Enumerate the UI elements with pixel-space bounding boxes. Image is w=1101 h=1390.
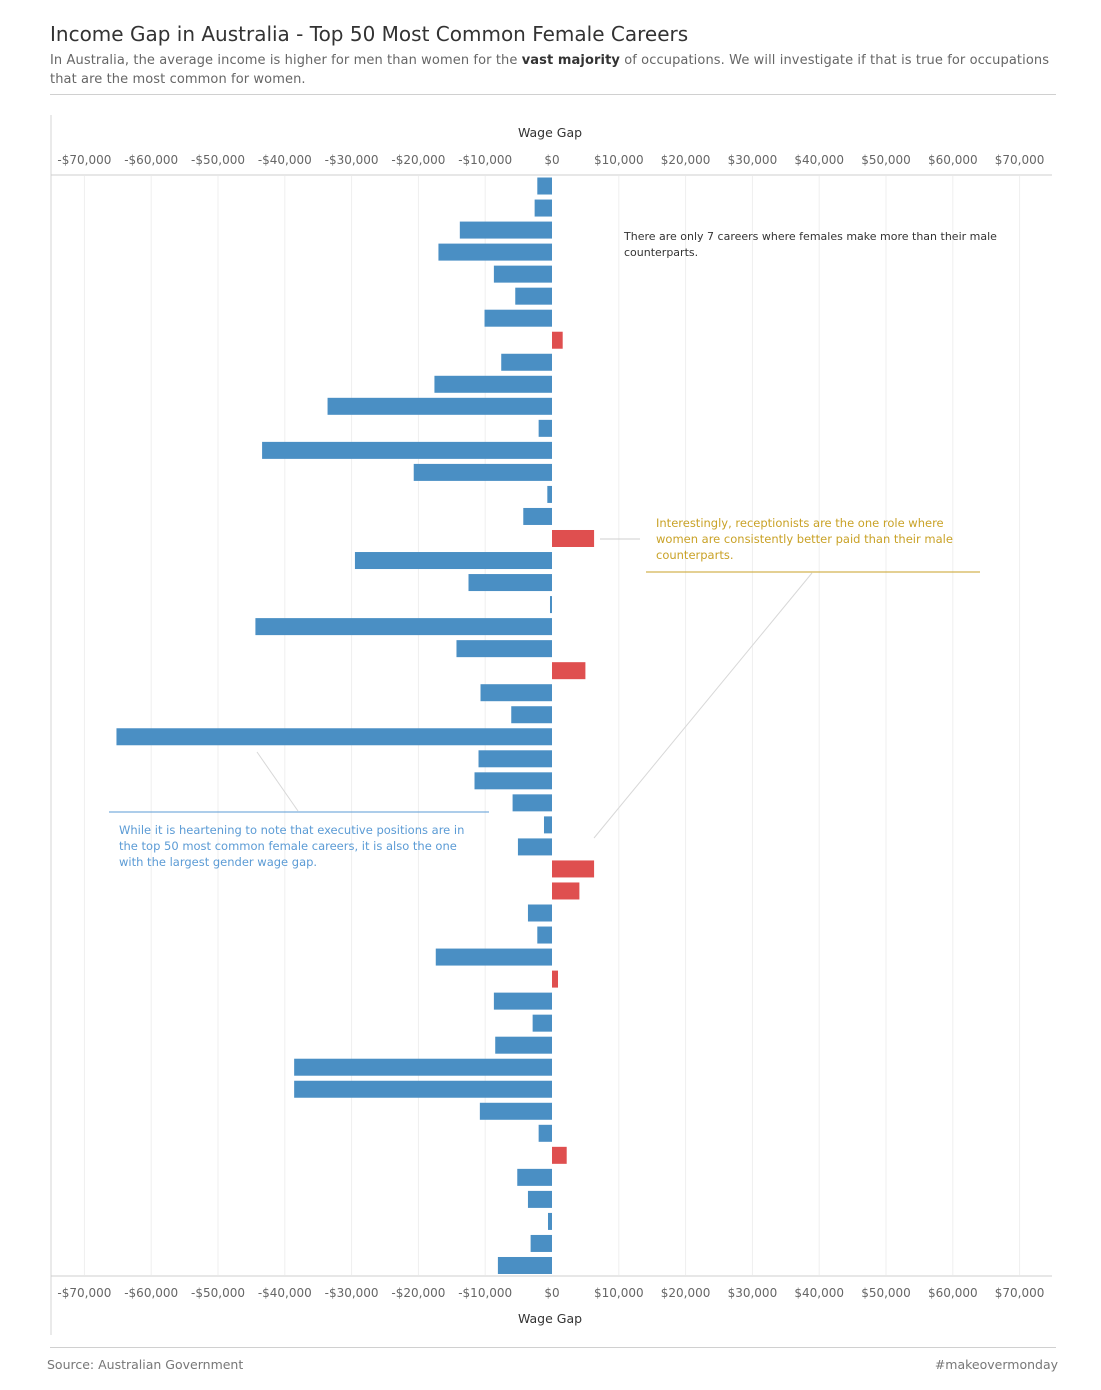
- bar: [517, 838, 552, 856]
- bar: [538, 1124, 552, 1142]
- bar: [294, 1080, 552, 1098]
- axes: -$70,000 -$70,000 -$60,000 -$60,000 -$50,000…: [50, 115, 1052, 1335]
- footer-divider: [50, 1347, 1056, 1348]
- bar: [474, 772, 552, 790]
- bar: [552, 331, 563, 349]
- annotation-receptionists: Interestingly, receptionists are the one…: [656, 516, 953, 562]
- source-text: Source: Australian Government: [47, 1357, 244, 1372]
- bottom-tick-label: -$50,000: [191, 1286, 245, 1300]
- top-tick-label: -$20,000: [391, 153, 445, 167]
- bar: [547, 485, 552, 503]
- bar: [523, 507, 552, 525]
- bar: [493, 265, 552, 283]
- top-tick-label: $20,000: [661, 153, 711, 167]
- bottom-tick-label: $40,000: [794, 1286, 844, 1300]
- bar: [484, 309, 552, 327]
- top-tick-label: $0: [544, 153, 559, 167]
- bar: [493, 992, 552, 1010]
- bar: [468, 574, 552, 592]
- top-tick-label: -$70,000: [57, 153, 111, 167]
- bar: [255, 618, 552, 636]
- bottom-tick-label: $60,000: [928, 1286, 978, 1300]
- top-axis-title: Wage Gap: [518, 125, 582, 140]
- bar: [294, 1058, 552, 1076]
- bar: [527, 904, 552, 922]
- bottom-axis-title: Wage Gap: [518, 1311, 582, 1326]
- bar: [354, 552, 552, 570]
- top-tick-label: -$30,000: [325, 153, 379, 167]
- bar: [538, 419, 552, 437]
- bar: [327, 397, 552, 415]
- bar: [478, 750, 552, 768]
- top-tick-label: $60,000: [928, 153, 978, 167]
- bottom-tick-label: $10,000: [594, 1286, 644, 1300]
- bar: [552, 860, 595, 878]
- hashtag-text: #makeovermonday: [934, 1357, 1058, 1372]
- bottom-tick-label: $70,000: [995, 1286, 1045, 1300]
- top-tick-label: -$40,000: [258, 153, 312, 167]
- bar: [534, 199, 552, 217]
- bar: [459, 221, 552, 239]
- bar: [532, 1014, 552, 1032]
- bottom-tick-label: $50,000: [861, 1286, 911, 1300]
- bar: [527, 1190, 552, 1208]
- header-divider: [50, 94, 1056, 95]
- top-tick-label: $50,000: [861, 153, 911, 167]
- bottom-tick-label: -$60,000: [124, 1286, 178, 1300]
- bar: [552, 882, 580, 900]
- bottom-tick-label: -$20,000: [391, 1286, 445, 1300]
- annotation-top: There are only 7 careers where females m…: [624, 230, 997, 259]
- bar: [480, 684, 552, 702]
- bar: [530, 1234, 552, 1252]
- bottom-tick-label: -$70,000: [57, 1286, 111, 1300]
- bar: [552, 970, 559, 988]
- bar: [435, 948, 552, 966]
- executives-pointer: [256, 751, 299, 812]
- bar: [515, 287, 552, 305]
- page-title: Income Gap in Australia - Top 50 Most Co…: [50, 22, 689, 46]
- bar: [456, 640, 552, 658]
- bar: [511, 706, 552, 724]
- bar: [547, 1212, 552, 1230]
- bar: [512, 794, 552, 812]
- top-tick-label: $40,000: [794, 153, 844, 167]
- annotation-connectors: [109, 538, 980, 839]
- bar: [262, 441, 552, 459]
- subtitle-emphasis: vast majority: [521, 53, 620, 68]
- bar: [537, 926, 552, 944]
- top-tick-label: -$60,000: [124, 153, 178, 167]
- top-tick-label: -$10,000: [458, 153, 512, 167]
- bar: [434, 375, 552, 393]
- bottom-tick-label: $30,000: [728, 1286, 778, 1300]
- bar: [413, 463, 552, 481]
- top-tick-label: $10,000: [594, 153, 644, 167]
- bar: [479, 1102, 552, 1120]
- bottom-tick-label: -$10,000: [458, 1286, 512, 1300]
- bar: [552, 1146, 567, 1164]
- bar: [552, 662, 586, 680]
- bar: [501, 353, 552, 371]
- bar: [517, 1168, 552, 1186]
- bar: [543, 816, 552, 834]
- top-tick-label: -$50,000: [191, 153, 245, 167]
- bar: [116, 728, 553, 746]
- bar: [497, 1256, 552, 1274]
- bar: [438, 243, 552, 261]
- annotation-executives: While it is heartening to note that exec…: [119, 823, 465, 869]
- bottom-tick-label: -$40,000: [258, 1286, 312, 1300]
- receptionists-pointer: [593, 572, 813, 839]
- bottom-tick-label: -$30,000: [325, 1286, 379, 1300]
- bar: [552, 529, 595, 547]
- bottom-tick-label: $0: [544, 1286, 559, 1300]
- bar: [549, 596, 552, 614]
- top-tick-label: $30,000: [728, 153, 778, 167]
- gridlines: [83, 176, 1021, 1275]
- bar: [537, 177, 552, 195]
- bar: [495, 1036, 552, 1054]
- bars: [116, 177, 595, 1274]
- top-tick-label: $70,000: [995, 153, 1045, 167]
- bottom-tick-label: $20,000: [661, 1286, 711, 1300]
- page-subtitle: In Australia, the average income is high…: [50, 53, 1050, 87]
